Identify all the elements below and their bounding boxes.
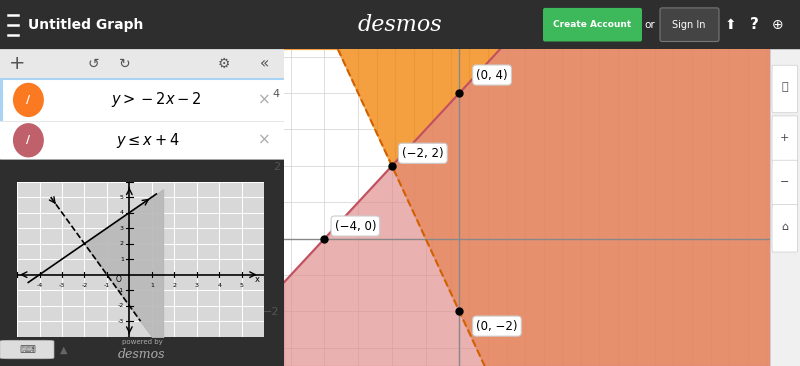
FancyBboxPatch shape bbox=[543, 8, 642, 41]
Text: +: + bbox=[9, 55, 26, 74]
Text: ⌨: ⌨ bbox=[19, 344, 35, 355]
Text: ⊕: ⊕ bbox=[772, 18, 784, 32]
FancyBboxPatch shape bbox=[772, 160, 798, 208]
Text: -1: -1 bbox=[104, 283, 110, 288]
Text: ⬆: ⬆ bbox=[724, 18, 736, 32]
Text: -2: -2 bbox=[118, 303, 124, 308]
Circle shape bbox=[14, 124, 43, 157]
Text: ?: ? bbox=[750, 17, 758, 32]
Text: 1: 1 bbox=[150, 283, 154, 288]
Text: or: or bbox=[645, 20, 655, 30]
Text: 1: 1 bbox=[120, 257, 124, 262]
FancyBboxPatch shape bbox=[0, 49, 284, 79]
FancyBboxPatch shape bbox=[0, 340, 54, 359]
Text: ↺: ↺ bbox=[88, 57, 99, 71]
Text: +: + bbox=[780, 133, 790, 143]
Text: 4: 4 bbox=[120, 210, 124, 215]
Text: 🔧: 🔧 bbox=[782, 82, 788, 92]
Text: -4: -4 bbox=[36, 283, 42, 288]
Text: /: / bbox=[26, 135, 30, 145]
Text: Sign In: Sign In bbox=[672, 20, 706, 30]
Text: ↻: ↻ bbox=[119, 57, 130, 71]
Text: $y > -2x - 2$: $y > -2x - 2$ bbox=[111, 90, 202, 109]
Text: 3: 3 bbox=[120, 225, 124, 231]
FancyBboxPatch shape bbox=[772, 65, 798, 113]
FancyBboxPatch shape bbox=[660, 8, 719, 41]
Text: (0, 4): (0, 4) bbox=[476, 68, 508, 82]
Text: desmos: desmos bbox=[358, 14, 442, 36]
Text: ⚙: ⚙ bbox=[218, 57, 230, 71]
Text: 2: 2 bbox=[172, 283, 176, 288]
Text: -3: -3 bbox=[59, 283, 65, 288]
Text: $y \leq x + 4$: $y \leq x + 4$ bbox=[116, 131, 180, 150]
FancyBboxPatch shape bbox=[0, 121, 284, 159]
Text: -3: -3 bbox=[118, 319, 124, 324]
FancyBboxPatch shape bbox=[770, 49, 800, 366]
Text: 4: 4 bbox=[217, 283, 221, 288]
Text: O: O bbox=[116, 275, 122, 284]
Text: (−2, 2): (−2, 2) bbox=[402, 147, 444, 160]
Text: «: « bbox=[259, 56, 269, 71]
Text: 5: 5 bbox=[120, 195, 124, 199]
Text: (0, −2): (0, −2) bbox=[476, 320, 518, 333]
Text: −: − bbox=[780, 178, 790, 187]
Text: ×: × bbox=[258, 133, 270, 148]
Text: Untitled Graph: Untitled Graph bbox=[28, 18, 143, 32]
Text: x: x bbox=[255, 275, 260, 284]
Text: 2: 2 bbox=[120, 241, 124, 246]
Text: desmos: desmos bbox=[118, 348, 166, 361]
Text: /: / bbox=[26, 95, 30, 105]
Text: powered by: powered by bbox=[122, 339, 162, 345]
Text: 5: 5 bbox=[240, 283, 243, 288]
Circle shape bbox=[14, 83, 43, 116]
Text: -2: -2 bbox=[82, 283, 87, 288]
FancyBboxPatch shape bbox=[772, 205, 798, 252]
FancyBboxPatch shape bbox=[0, 79, 284, 121]
FancyBboxPatch shape bbox=[0, 79, 3, 121]
Text: -1: -1 bbox=[118, 288, 124, 293]
Text: (−4, 0): (−4, 0) bbox=[334, 220, 376, 232]
Text: ×: × bbox=[258, 92, 270, 107]
Text: ▲: ▲ bbox=[60, 344, 68, 355]
Text: ⌂: ⌂ bbox=[782, 222, 788, 232]
FancyBboxPatch shape bbox=[772, 116, 798, 163]
Text: Create Account: Create Account bbox=[553, 20, 631, 29]
Text: 3: 3 bbox=[194, 283, 198, 288]
